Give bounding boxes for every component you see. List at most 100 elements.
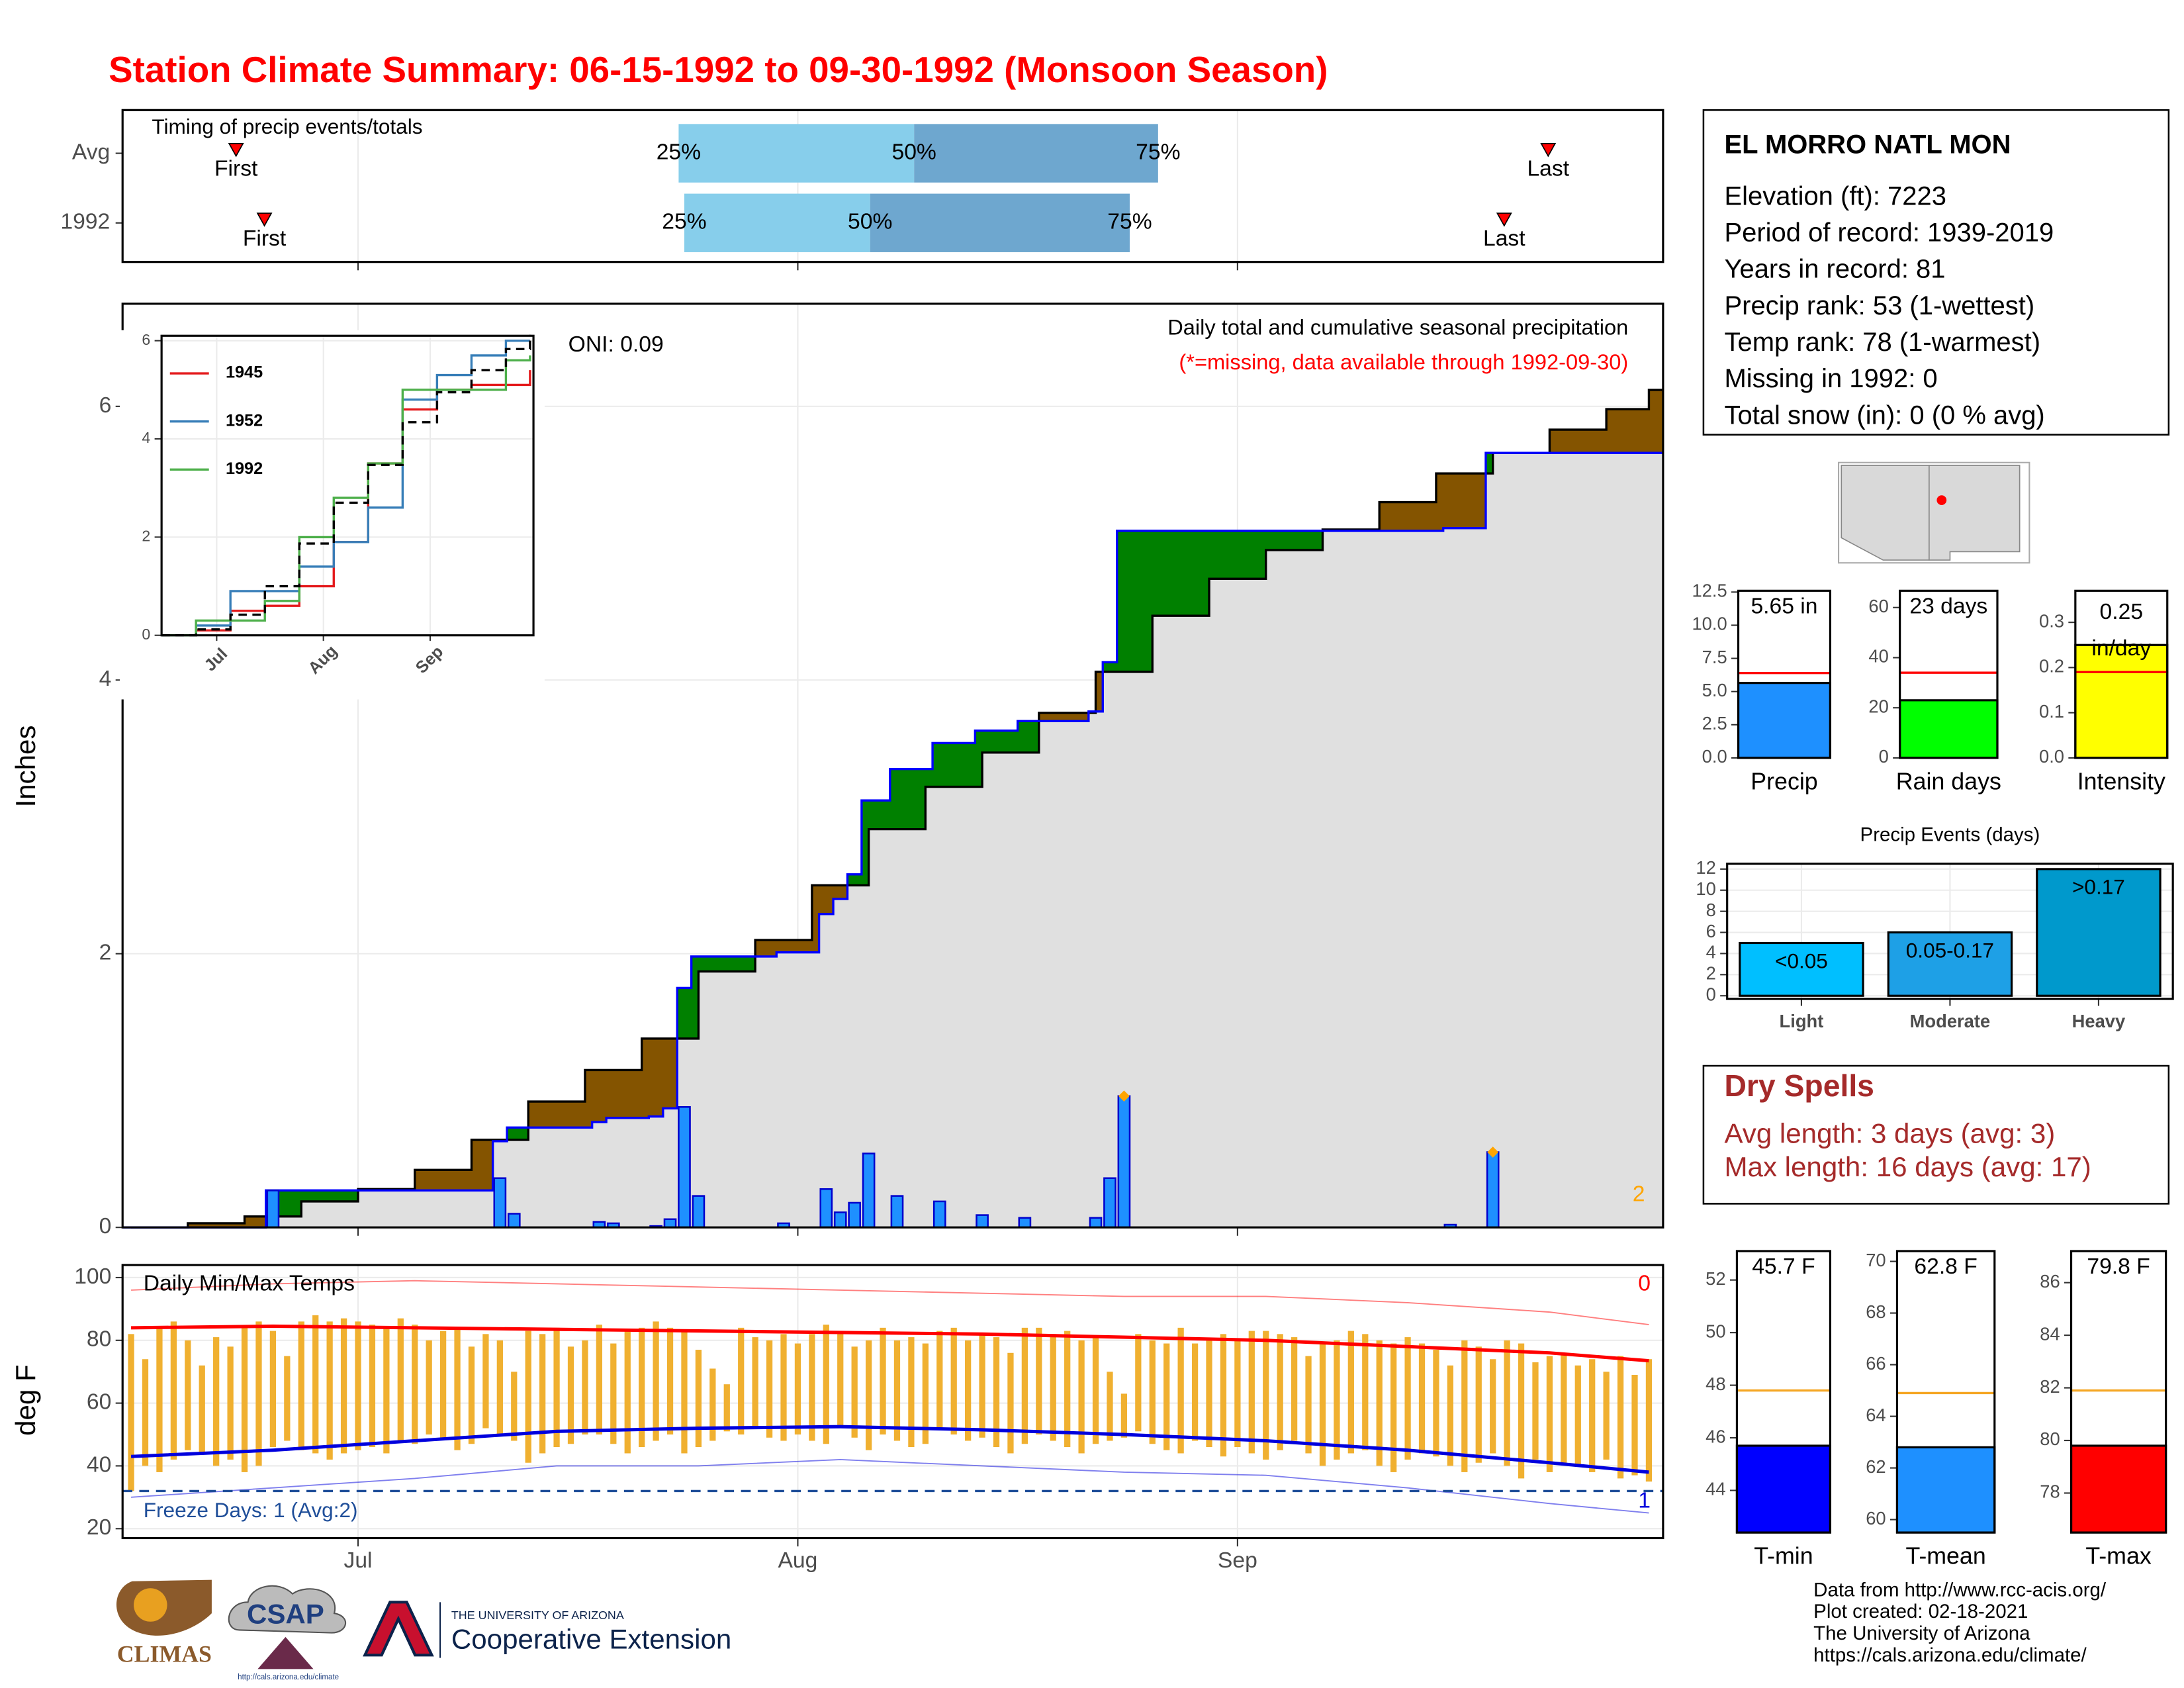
plot-frame	[1737, 589, 1832, 759]
bin-label: <0.05	[1775, 949, 1828, 972]
y-tick-label: 12.5	[1692, 581, 1727, 601]
category-label: Rain days	[1896, 768, 2001, 794]
y-tick-label: 4	[99, 667, 112, 691]
temp-range-bar	[851, 1346, 858, 1438]
y-tick-label: 10.0	[1692, 614, 1727, 634]
corner-label: 2	[1633, 1182, 1645, 1207]
y-tick-label: 48	[1706, 1374, 1725, 1394]
temp-range-bar	[936, 1331, 943, 1429]
daily-bar	[493, 1177, 507, 1229]
y-tick-label: 0.3	[2039, 610, 2064, 631]
y-tick-label: 84	[2040, 1323, 2060, 1344]
plot-frame	[1899, 589, 1999, 759]
temp-range-bar	[639, 1327, 645, 1448]
map-state	[1841, 465, 1930, 561]
bar	[2036, 868, 2161, 997]
y-tick-label: 100	[74, 1264, 111, 1289]
temp-range-bar	[1078, 1340, 1085, 1454]
y-tick-label: 0	[1706, 984, 1716, 1004]
temp-range-bar	[723, 1384, 730, 1432]
footer-line: Plot created: 02-18-2021	[1813, 1601, 2028, 1622]
temp-range-bar	[823, 1325, 829, 1444]
category-label: Intensity	[2077, 768, 2165, 794]
temp-range-bar	[156, 1327, 163, 1472]
series-line	[161, 334, 531, 637]
footer-line: The University of Arizona	[1813, 1622, 2030, 1644]
y-tick-label: 1992	[60, 210, 110, 234]
temp-range-bar	[227, 1346, 234, 1460]
y-tick-label: 66	[1866, 1353, 1886, 1374]
y-tick-label: 80	[87, 1327, 111, 1352]
y-tick-label: 12	[1696, 857, 1715, 878]
temp-range-bar	[553, 1327, 560, 1448]
bar	[1737, 682, 1832, 759]
temp-range-bar	[1263, 1331, 1269, 1460]
temp-range-bar	[766, 1340, 773, 1438]
y-tick-label: 0	[99, 1214, 112, 1239]
subtitle: Daily total and cumulative seasonal prec…	[1167, 314, 1628, 339]
legend-label: 1945	[226, 363, 263, 382]
category-label: T-max	[2085, 1542, 2151, 1569]
info-line: Missing in 1992: 0	[1724, 364, 1937, 393]
temp-range-bar	[1631, 1374, 1638, 1476]
value-label: 0.25 in/day	[2091, 600, 2151, 661]
category-label: Light	[1780, 1011, 1824, 1031]
event-marker	[256, 212, 273, 227]
temp-range-bar	[922, 1343, 929, 1444]
value-label: 5.65 in	[1751, 594, 1817, 619]
temp-range-bar	[1461, 1340, 1468, 1472]
temp-range-bar	[241, 1327, 248, 1472]
info-line: Period of record: 1939-2019	[1724, 218, 2054, 248]
value-label: 45.7 F	[1752, 1254, 1815, 1279]
temp-range-bar	[369, 1325, 376, 1448]
temp-range-bar	[809, 1334, 815, 1441]
bin-label: >0.17	[2072, 875, 2125, 899]
temp-range-bar	[1120, 1393, 1128, 1438]
temp-range-bar	[355, 1321, 361, 1450]
temp-range-bar	[780, 1334, 787, 1441]
info-line: Precip rank: 53 (1-wettest)	[1724, 291, 2034, 320]
quartile-bar	[678, 124, 915, 183]
temp-range-bar	[1589, 1359, 1596, 1472]
event-label: Last	[1527, 157, 1569, 181]
temp-range-bar	[1206, 1340, 1212, 1448]
footer-line: Data from http://www.rcc-acis.org/	[1813, 1579, 2107, 1601]
average-line	[131, 389, 1663, 1229]
temp-range-bar	[653, 1321, 659, 1441]
legend-label: 1952	[226, 411, 263, 430]
dry-spell-title: Dry Spells	[1724, 1068, 1874, 1103]
temp-range-bar	[1447, 1365, 1454, 1466]
y-tick-label: 7.5	[1702, 647, 1727, 667]
y-tick-label: 0.0	[2039, 746, 2064, 767]
y-tick-label: 8	[1706, 900, 1716, 920]
dry-spell-line: Max length: 16 days (avg: 17)	[1724, 1151, 2091, 1182]
temp-range-bar	[1518, 1343, 1525, 1479]
csap-mountain	[257, 1636, 314, 1669]
temp-range-bar	[213, 1337, 220, 1466]
daily-bar	[1486, 1151, 1500, 1229]
temp-range-bar	[397, 1318, 404, 1441]
category-label: Moderate	[1910, 1011, 1991, 1031]
temp-range-bar	[1404, 1337, 1411, 1460]
category-label: T-mean	[1905, 1542, 1985, 1569]
temp-range-bar	[880, 1327, 886, 1435]
plot-frame	[121, 1264, 1664, 1540]
plot-frame	[1895, 1250, 1996, 1534]
event-marker	[1540, 142, 1557, 158]
x-tick-label: Aug	[778, 1548, 817, 1573]
y-tick-label: 0.2	[2039, 656, 2064, 677]
y-tick-label: Avg	[72, 140, 110, 164]
extension-text: Cooperative Extension	[451, 1623, 731, 1654]
temp-range-bar	[454, 1327, 461, 1450]
daily-bar	[266, 1190, 280, 1229]
y-tick-label: 5.0	[1702, 680, 1727, 700]
daily-bar	[1103, 1177, 1116, 1229]
temp-range-bar	[865, 1340, 872, 1450]
temp-range-bar	[1574, 1365, 1581, 1466]
temp-range-bar	[695, 1350, 702, 1448]
y-tick-label: 6	[99, 393, 112, 418]
event-label: First	[214, 157, 258, 181]
info-line: Total snow (in): 0 (0 % avg)	[1724, 400, 2044, 430]
plot-bg	[122, 1265, 1663, 1538]
y-tick-label: 70	[1866, 1250, 1886, 1270]
